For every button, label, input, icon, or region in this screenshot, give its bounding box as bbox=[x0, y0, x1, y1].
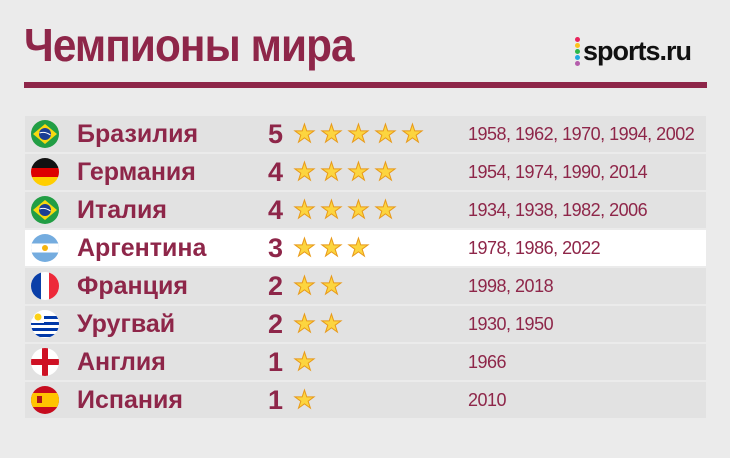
title-years: 1954, 1974, 1990, 2014 bbox=[468, 161, 648, 182]
title-years: 2010 bbox=[468, 389, 507, 410]
country-name: Италия bbox=[77, 195, 167, 224]
brazil-flag-icon bbox=[31, 196, 59, 224]
star-icon: ★ bbox=[293, 348, 316, 376]
star-icon: ★ bbox=[293, 310, 316, 338]
stars: ★ ★ ★ bbox=[291, 234, 372, 262]
table-row: Бразилия 5 ★ ★ ★ ★ ★ 1958, 1962, 1970, 1994,… bbox=[25, 116, 706, 152]
star-icon: ★ bbox=[320, 272, 343, 300]
titles-count: 3 bbox=[268, 232, 284, 263]
logo-dot bbox=[575, 55, 580, 60]
titles-count: 5 bbox=[268, 118, 284, 149]
country-name: Бразилия bbox=[77, 119, 199, 148]
country-name: Аргентина bbox=[77, 233, 207, 262]
stars: ★ ★ ★ ★ bbox=[291, 196, 399, 224]
star-icon: ★ bbox=[347, 120, 370, 148]
table-row: Испания 1 ★ 2010 bbox=[25, 382, 706, 418]
star-icon: ★ bbox=[293, 386, 316, 414]
page-title: Чемпионы мира bbox=[24, 19, 355, 71]
france-flag-icon bbox=[31, 272, 59, 300]
star-icon: ★ bbox=[374, 120, 397, 148]
brazil-flag-icon bbox=[31, 120, 59, 148]
country-name: Франция bbox=[77, 271, 188, 300]
argentina-flag-icon bbox=[31, 234, 59, 262]
header-divider bbox=[24, 82, 707, 88]
star-icon: ★ bbox=[320, 310, 343, 338]
logo-dot bbox=[575, 43, 580, 48]
star-icon: ★ bbox=[293, 158, 316, 186]
star-icon: ★ bbox=[374, 196, 397, 224]
star-icon: ★ bbox=[320, 158, 343, 186]
stars: ★ ★ bbox=[291, 272, 345, 300]
titles-count: 2 bbox=[268, 270, 284, 301]
table-row: Аргентина 3 ★ ★ ★ 1978, 1986, 2022 bbox=[25, 230, 706, 266]
titles-count: 1 bbox=[268, 346, 284, 377]
title-years: 1966 bbox=[468, 351, 507, 372]
star-icon: ★ bbox=[401, 120, 424, 148]
sports-ru-logo: sports.ru bbox=[575, 36, 692, 67]
country-name: Англия bbox=[77, 347, 166, 376]
table-row: Франция 2 ★ ★ 1998, 2018 bbox=[25, 268, 706, 304]
star-icon: ★ bbox=[347, 158, 370, 186]
stars: ★ bbox=[291, 386, 318, 414]
logo-dot bbox=[575, 61, 580, 66]
title-years: 1958, 1962, 1970, 1994, 2002 bbox=[468, 123, 695, 144]
logo-dots-icon bbox=[575, 37, 580, 66]
title-years: 1978, 1986, 2022 bbox=[468, 237, 601, 258]
country-name: Испания bbox=[77, 385, 183, 414]
star-icon: ★ bbox=[293, 120, 316, 148]
titles-count: 4 bbox=[268, 156, 284, 187]
germany-flag-icon bbox=[31, 158, 59, 186]
uruguay-flag-icon bbox=[31, 310, 59, 338]
logo-dot bbox=[575, 49, 580, 54]
table-row: Уругвай 2 ★ ★ 1930, 1950 bbox=[25, 306, 706, 342]
title-years: 1930, 1950 bbox=[468, 313, 554, 334]
table-row: Англия 1 ★ 1966 bbox=[25, 344, 706, 380]
star-icon: ★ bbox=[374, 158, 397, 186]
title-years: 1934, 1938, 1982, 2006 bbox=[468, 199, 648, 220]
champions-table: Бразилия 5 ★ ★ ★ ★ ★ 1958, 1962, 1970, 1994,… bbox=[25, 116, 706, 420]
table-row: Германия 4 ★ ★ ★ ★ 1954, 1974, 1990, 2014 bbox=[25, 154, 706, 190]
star-icon: ★ bbox=[347, 196, 370, 224]
table-row: Италия 4 ★ ★ ★ ★ 1934, 1938, 1982, 2006 bbox=[25, 192, 706, 228]
stars: ★ ★ ★ ★ bbox=[291, 158, 399, 186]
stars: ★ ★ bbox=[291, 310, 345, 338]
star-icon: ★ bbox=[347, 234, 370, 262]
titles-count: 2 bbox=[268, 308, 284, 339]
titles-count: 4 bbox=[268, 194, 284, 225]
star-icon: ★ bbox=[293, 196, 316, 224]
star-icon: ★ bbox=[320, 196, 343, 224]
star-icon: ★ bbox=[293, 234, 316, 262]
country-name: Уругвай bbox=[77, 309, 176, 338]
country-name: Германия bbox=[77, 157, 196, 186]
titles-count: 1 bbox=[268, 384, 284, 415]
stars: ★ ★ ★ ★ ★ bbox=[291, 120, 426, 148]
star-icon: ★ bbox=[320, 234, 343, 262]
star-icon: ★ bbox=[320, 120, 343, 148]
logo-text: sports.ru bbox=[583, 36, 692, 66]
star-icon: ★ bbox=[293, 272, 316, 300]
title-years: 1998, 2018 bbox=[468, 275, 554, 296]
spain-flag-icon bbox=[31, 386, 59, 414]
england-flag-icon bbox=[31, 348, 59, 376]
stars: ★ bbox=[291, 348, 318, 376]
logo-dot bbox=[575, 37, 580, 42]
